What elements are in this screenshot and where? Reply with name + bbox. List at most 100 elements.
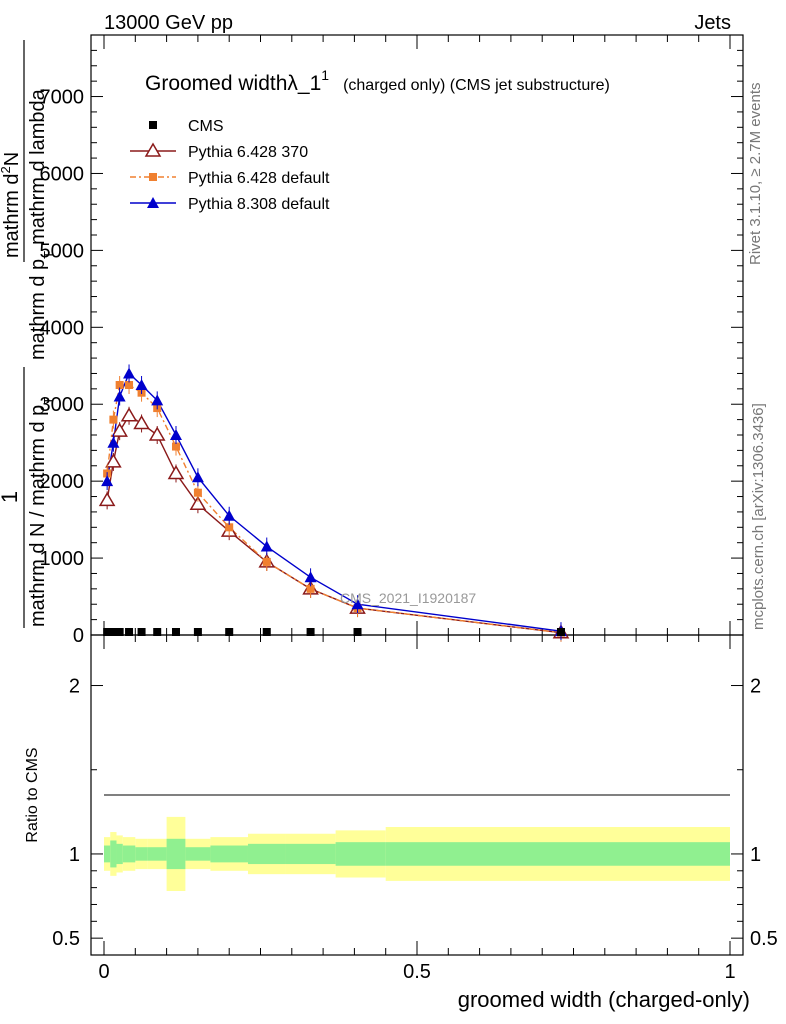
ylabel-den2-rest: mathrm d lambda: [27, 88, 49, 244]
ylabel-den2-sub: T: [41, 251, 56, 259]
ratio-y-tick-label: 2: [69, 676, 80, 698]
series-point: [153, 628, 162, 636]
series-point: [193, 628, 202, 636]
series-point: [191, 471, 204, 483]
y-tick-label: 2000: [40, 471, 85, 493]
series-point: [109, 628, 118, 636]
series-point: [262, 557, 271, 566]
series-point: [171, 442, 180, 451]
ylabel-denominator-2: mathrm d pTmathrm d lambda: [27, 88, 56, 360]
legend-label-py6-default: Pythia 6.428 default: [188, 170, 330, 187]
series-point: [101, 475, 114, 487]
chart-title: Groomed widthλ_11 (charged only) (CMS jet…: [145, 67, 610, 95]
series-line: [106, 372, 562, 632]
ylabel-numerator: mathrm d2N: [0, 152, 23, 258]
series-point: [98, 491, 116, 507]
y-tick-label: 7000: [40, 87, 85, 109]
series-point: [120, 407, 138, 422]
ylabel-num-sup: 2: [0, 166, 13, 173]
series-point: [556, 628, 565, 636]
x-axis-label: groomed width (charged-only): [458, 987, 750, 1012]
series-point: [137, 628, 146, 636]
ratio-band-inner-bin: [147, 847, 167, 861]
y-tick-label: 1000: [40, 548, 85, 570]
axis-ticks: 0 1000 2000 3000 4000 5000 6000 7000 0 0.5 1 0.5 0.5…: [40, 35, 778, 983]
rivet-label: Rivet 3.1.10, ≥ 2.7M events: [747, 83, 764, 266]
y-tick-label: 3000: [40, 394, 85, 416]
header-right: Jets: [694, 12, 731, 34]
legend-label-cms: CMS: [188, 118, 224, 135]
ratio-band-inner-bin: [247, 843, 286, 865]
series-point: [133, 414, 150, 430]
ratio-band-inner-bin: [104, 845, 111, 863]
series-point: [109, 415, 118, 424]
series-point: [107, 436, 120, 448]
series-point: [351, 598, 364, 610]
ylabel-den-main: mathrm d N / mathrm d p: [27, 405, 49, 627]
header-left: 13000 GeV pp: [104, 12, 233, 34]
ratio-band-inner-bin: [166, 838, 186, 870]
legend-label-py6-370: Pythia 6.428 370: [188, 144, 308, 161]
series-point: [225, 628, 234, 636]
watermark-label: CMS_2021_I1920187: [340, 590, 476, 606]
ratio-band-inner-bin: [285, 843, 336, 865]
ratio-y-tick-label-right: 1: [750, 844, 761, 866]
ratio-y-tick-label: 1: [69, 844, 80, 866]
series-point: [225, 523, 234, 532]
mcplots-label: mcplots.cern.ch [arXiv:1306.3436]: [750, 403, 767, 630]
series-point: [223, 509, 236, 521]
series-point: [125, 628, 134, 636]
chart-title-sup: 1: [321, 67, 329, 83]
series-point: [262, 628, 271, 636]
series-point: [115, 628, 124, 636]
series-point: [115, 381, 124, 389]
ratio-band-inner-bin: [185, 847, 211, 861]
ratio-y-tick-label-right: 0.5: [750, 928, 778, 950]
ratio-band-inner-bin: [116, 843, 123, 865]
ratio-y-axis-label: Ratio to CMS: [24, 747, 41, 842]
legend-marker-py8: [147, 197, 159, 208]
series-point: [123, 367, 136, 379]
ratio-band-inner-bin: [122, 845, 136, 863]
series-point: [169, 429, 182, 440]
ylabel-num-main: mathrm d: [1, 174, 23, 258]
chart-title-main: Groomed widthλ_1: [145, 72, 321, 95]
ylabel-num-rest: N: [1, 152, 23, 166]
series-group: [98, 364, 570, 642]
series-point: [103, 628, 112, 636]
series-point: [260, 540, 273, 552]
series-point: [171, 628, 180, 636]
ratio-band: [104, 816, 730, 891]
legend: CMS Pythia 6.428 370 Pythia 6.428 defaul…: [130, 118, 330, 213]
ylabel-denominator: mathrm d N / mathrm d pT: [27, 397, 56, 627]
series-point: [151, 394, 164, 406]
x-tick-label: 0: [98, 961, 109, 983]
series-point: [167, 464, 185, 480]
series-point: [189, 495, 207, 510]
ratio-band-inner-bin: [385, 842, 730, 866]
x-tick-label: 0.5: [403, 961, 431, 983]
chart-title-rest: (charged only) (CMS jet substructure): [343, 77, 610, 94]
legend-label-py8: Pythia 8.308 default: [188, 196, 330, 213]
ylabel-one: 1: [0, 491, 22, 503]
series-point: [148, 426, 166, 441]
series-point: [304, 571, 317, 583]
ratio-band-inner-bin: [110, 840, 117, 868]
series-point: [135, 379, 148, 390]
series-point: [306, 584, 315, 593]
ylabel-den2-main: mathrm d p: [27, 259, 49, 360]
ratio-band-inner-bin: [335, 842, 386, 866]
series-point: [353, 628, 362, 636]
series-point: [113, 390, 126, 402]
y-tick-label: 4000: [40, 317, 85, 339]
legend-marker-py6-default: [149, 173, 157, 181]
series-point: [111, 422, 128, 437]
legend-marker-cms: [149, 121, 157, 129]
y-tick-label: 6000: [40, 163, 85, 185]
series-point: [306, 628, 315, 636]
x-tick-label: 1: [724, 961, 735, 983]
y-axis-label: 1 mathrm d N / mathrm d pT mathrm d2N ma…: [0, 40, 56, 628]
ratio-y-tick-label: 0.5: [52, 928, 80, 950]
y-tick-label: 5000: [40, 240, 85, 262]
